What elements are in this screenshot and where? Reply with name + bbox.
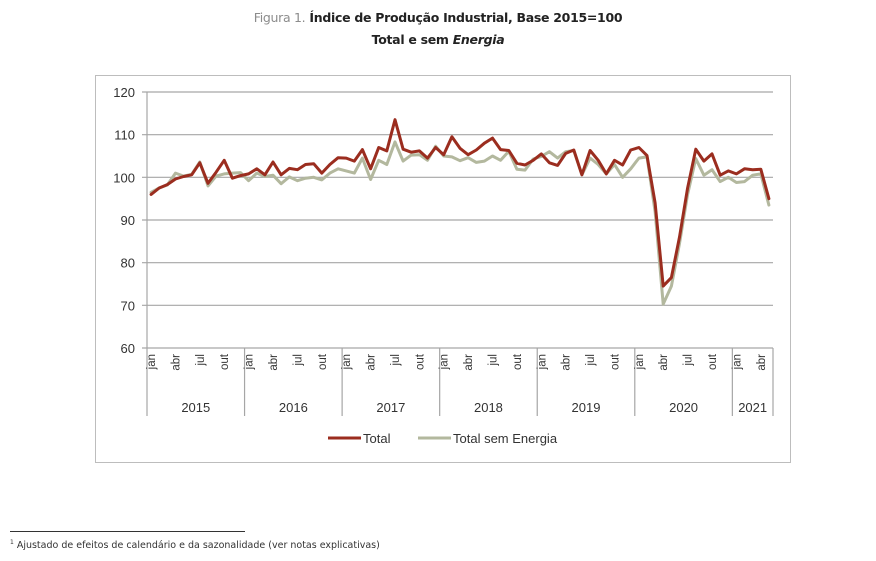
y-tick-label: 100 (113, 170, 135, 185)
year-label: 2021 (738, 400, 767, 415)
month-tick-label: jan (536, 354, 548, 370)
month-tick-label: jan (634, 354, 646, 370)
month-tick-label: abr (268, 354, 280, 371)
footnote-divider (10, 531, 245, 532)
month-tick-label: jan (244, 354, 256, 370)
month-tick-label: out (707, 353, 719, 370)
year-label: 2020 (669, 400, 698, 415)
month-tick-label: jul (585, 354, 597, 367)
footnote-text: Ajustado de efeitos de calendário e da s… (16, 540, 380, 551)
footnote-marker: 1 (10, 539, 14, 546)
y-tick-label: 60 (121, 341, 135, 356)
figure-subtitle: Total e sem Energia (0, 32, 876, 47)
year-label: 2015 (181, 400, 210, 415)
month-tick-label: jul (488, 354, 500, 367)
y-tick-label: 90 (121, 213, 135, 228)
month-tick-label: jan (146, 354, 158, 370)
month-tick-label: jan (341, 354, 353, 370)
month-tick-label: jul (683, 354, 695, 367)
month-tick-label: jul (390, 354, 402, 367)
year-label: 2019 (572, 400, 601, 415)
series-line-total (149, 118, 771, 288)
month-tick-label: out (317, 353, 329, 370)
month-tick-label: abr (658, 354, 670, 371)
chart-frame: 60 70 80 90 100 110 120 jan abr jul out 2015 jan abr j… (95, 75, 791, 463)
month-tick-label: abr (463, 354, 475, 371)
month-tick-label: jan (439, 354, 451, 370)
figure-title: Figura 1. Índice de Produção Industrial,… (0, 10, 876, 25)
figure-label: Figura 1. (253, 10, 306, 25)
month-tick-label: out (609, 353, 621, 370)
month-tick-label: out (219, 353, 231, 370)
subtitle-italic: Energia (452, 32, 505, 47)
legend-label: Total sem Energia (453, 431, 558, 446)
series-line-total-sem-energia (149, 140, 771, 306)
month-tick-label: jul (195, 354, 207, 367)
month-tick-label: abr (561, 354, 573, 371)
y-tick-label: 80 (121, 256, 135, 271)
month-tick-label: abr (170, 354, 182, 371)
year-label: 2017 (376, 400, 405, 415)
month-tick-label: jul (292, 354, 304, 367)
subtitle-plain: Total e sem (371, 32, 453, 47)
month-tick-label: abr (756, 354, 768, 371)
month-tick-label: out (414, 353, 426, 370)
y-tick-label: 120 (113, 85, 135, 100)
month-tick-label: jan (731, 354, 743, 370)
year-label: 2018 (474, 400, 503, 415)
legend-label: Total (363, 431, 391, 446)
year-label: 2016 (279, 400, 308, 415)
y-tick-label: 110 (114, 128, 135, 143)
y-tick-label: 70 (121, 298, 135, 313)
figure-title-text: Índice de Produção Industrial, Base 2015… (309, 10, 623, 25)
footnote: 1 Ajustado de efeitos de calendário e da … (10, 539, 380, 551)
month-tick-label: abr (366, 354, 378, 371)
month-tick-label: out (512, 353, 524, 370)
